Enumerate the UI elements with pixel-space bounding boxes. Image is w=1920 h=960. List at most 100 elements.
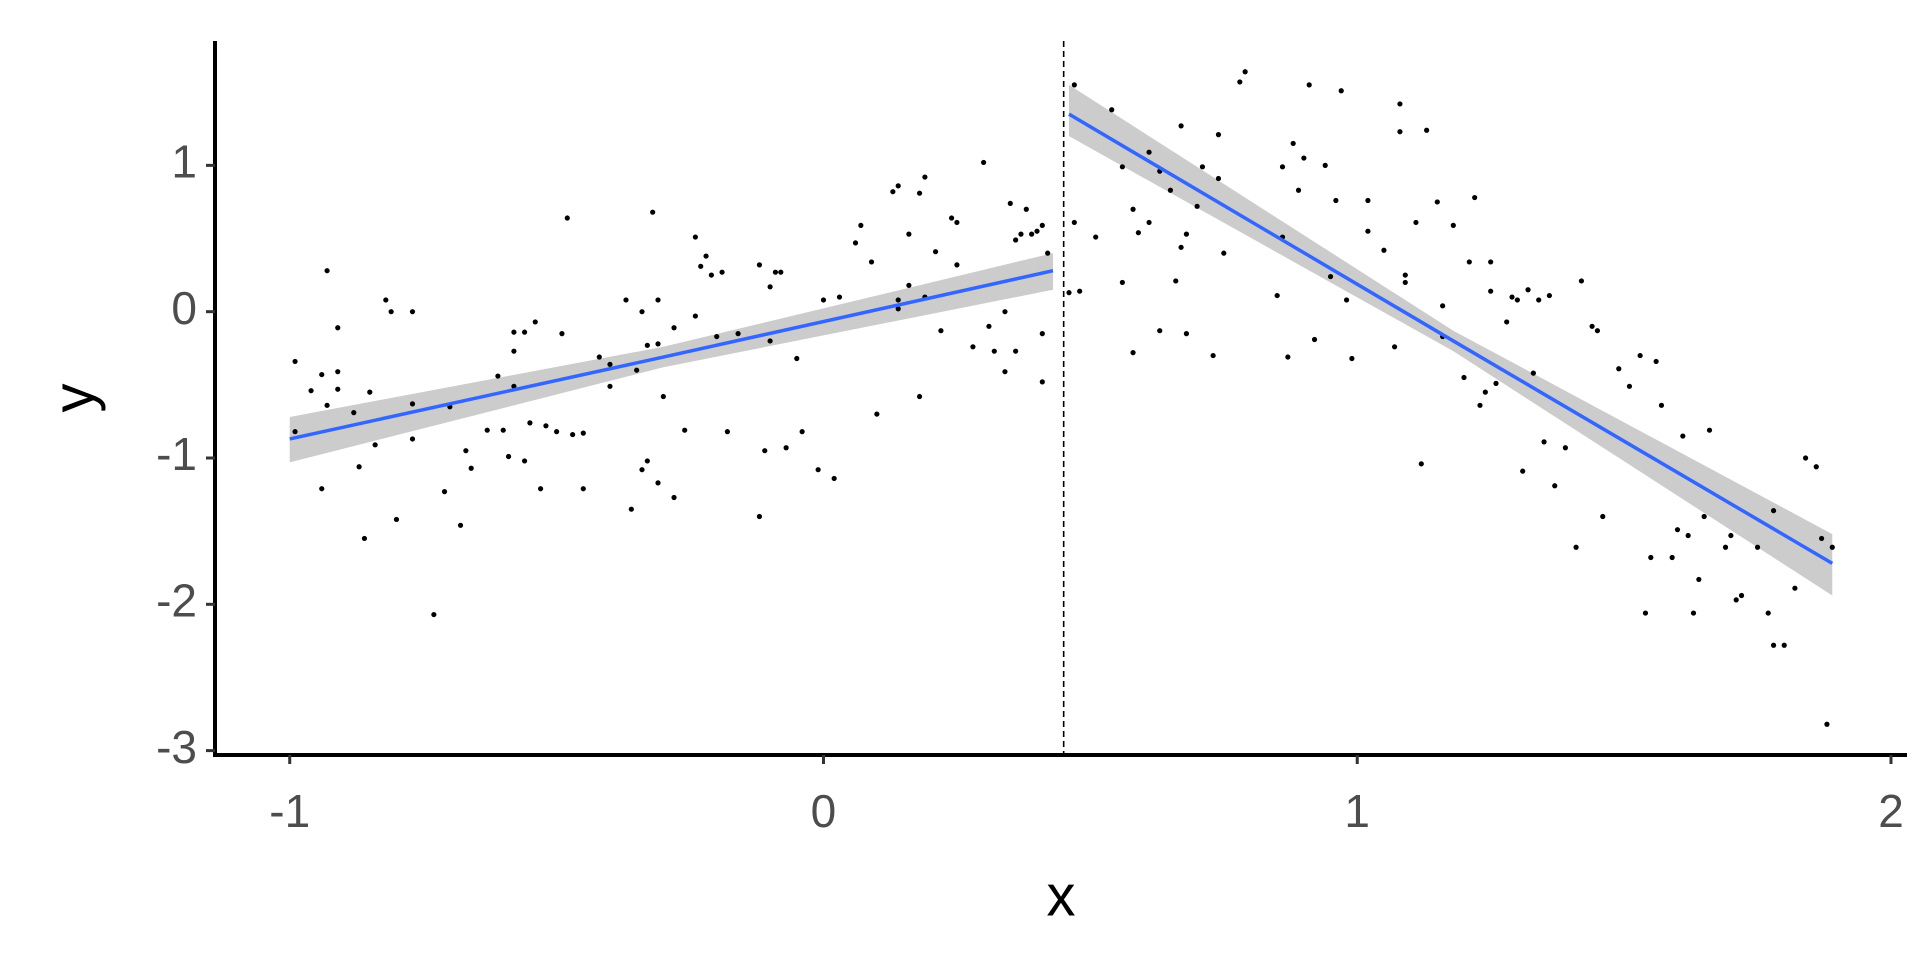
- point: [1018, 231, 1024, 237]
- fit-line: [289, 269, 1054, 441]
- point: [868, 259, 875, 265]
- point: [1119, 164, 1125, 170]
- point: [650, 209, 656, 215]
- point: [852, 240, 859, 246]
- x-tick-label: 0: [811, 785, 837, 837]
- point: [1504, 319, 1510, 325]
- point: [1146, 219, 1152, 226]
- point: [724, 429, 731, 435]
- point: [1477, 402, 1483, 408]
- point: [1183, 331, 1190, 337]
- point: [692, 313, 698, 319]
- point: [1306, 82, 1312, 88]
- point: [1093, 234, 1099, 240]
- point: [1066, 290, 1072, 296]
- point: [383, 297, 389, 303]
- point: [1541, 439, 1547, 445]
- point: [521, 458, 528, 464]
- point: [1343, 297, 1350, 303]
- point: [1690, 610, 1697, 616]
- point: [1045, 250, 1051, 256]
- point: [836, 294, 843, 300]
- point: [1530, 370, 1536, 376]
- point: [890, 189, 896, 195]
- point: [1546, 292, 1552, 299]
- point: [1039, 222, 1045, 228]
- point: [1183, 231, 1190, 237]
- point: [858, 222, 864, 228]
- point: [1167, 187, 1174, 193]
- point: [484, 427, 490, 433]
- point: [1237, 79, 1243, 85]
- point: [719, 269, 725, 275]
- point: [1653, 358, 1659, 365]
- point: [708, 272, 714, 278]
- point: [1674, 527, 1681, 533]
- x-tick-label: -1: [269, 785, 310, 837]
- point: [1589, 323, 1595, 329]
- y-tick-label: -1: [156, 428, 197, 480]
- point: [1696, 576, 1702, 583]
- point: [1578, 278, 1585, 284]
- point: [319, 486, 325, 492]
- point: [970, 344, 976, 350]
- point: [1573, 544, 1579, 550]
- point: [895, 306, 901, 312]
- point: [1365, 228, 1371, 234]
- point: [554, 429, 560, 435]
- point: [639, 467, 645, 473]
- point: [335, 325, 341, 331]
- point: [564, 215, 570, 221]
- point: [756, 513, 763, 520]
- point: [762, 448, 768, 454]
- point: [543, 423, 549, 429]
- point: [1109, 107, 1115, 113]
- point: [698, 263, 704, 269]
- point: [1418, 461, 1424, 467]
- point: [319, 371, 325, 378]
- point: [335, 369, 341, 375]
- point: [1023, 206, 1029, 212]
- point: [292, 429, 298, 435]
- point: [1199, 164, 1206, 170]
- confidence-band: [289, 253, 1053, 463]
- point: [1157, 328, 1163, 334]
- point: [1728, 532, 1734, 539]
- point: [916, 190, 923, 196]
- point: [623, 297, 629, 303]
- point: [1781, 642, 1787, 648]
- point: [783, 445, 789, 451]
- point: [292, 358, 298, 365]
- point: [1509, 294, 1515, 300]
- point: [1450, 222, 1456, 228]
- point: [916, 393, 923, 400]
- point: [500, 427, 506, 433]
- point: [511, 329, 517, 335]
- point: [324, 402, 330, 408]
- point: [1322, 162, 1328, 168]
- point: [1680, 433, 1686, 439]
- point: [1466, 259, 1472, 265]
- point: [1013, 237, 1019, 243]
- point: [580, 486, 586, 492]
- point: [655, 480, 661, 486]
- point: [1285, 354, 1291, 360]
- point: [1221, 250, 1227, 256]
- point: [1770, 508, 1777, 514]
- point: [1119, 279, 1125, 286]
- point: [938, 328, 944, 334]
- point: [521, 329, 528, 335]
- point: [932, 249, 939, 255]
- point: [495, 373, 501, 379]
- point: [1733, 597, 1739, 603]
- point: [532, 319, 538, 325]
- point: [1295, 187, 1302, 193]
- point: [356, 464, 362, 470]
- y-tick-label: 0: [171, 282, 197, 334]
- x-axis-title: x: [1047, 863, 1076, 928]
- point: [815, 467, 821, 473]
- y-tick-label: 1: [171, 136, 197, 188]
- point: [441, 489, 448, 495]
- fit-line: [1068, 112, 1834, 565]
- point: [794, 355, 800, 362]
